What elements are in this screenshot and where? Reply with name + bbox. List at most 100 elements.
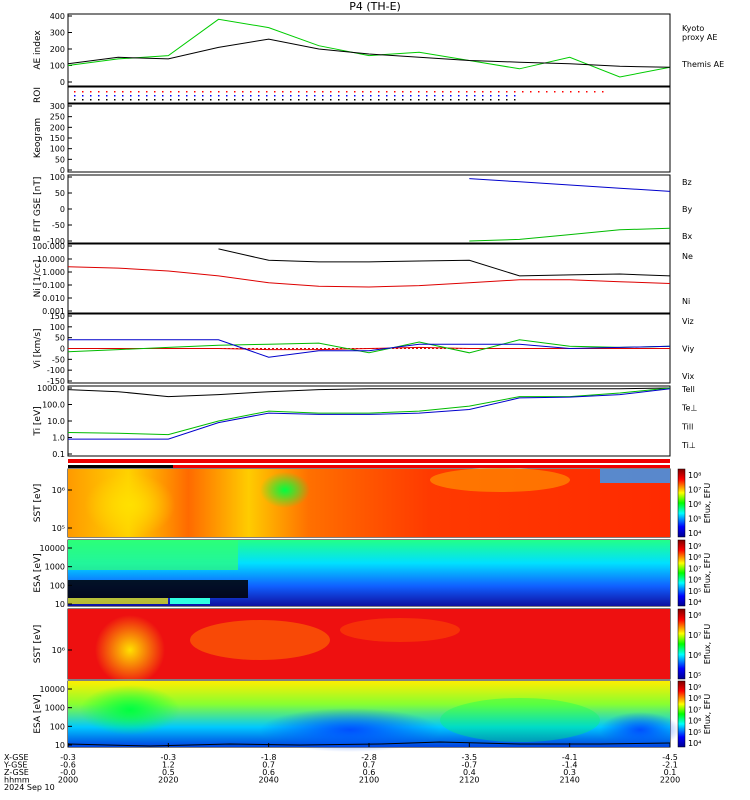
roi-dot: [194, 91, 196, 93]
roi-dot: [210, 99, 212, 101]
x-row-value: 0.3: [563, 768, 576, 777]
x-row-value: 0.5: [162, 768, 175, 777]
colorbar-tick-label: 10⁴: [688, 598, 701, 607]
x-axis: X-GSE -0.3 -0.3 -1.8 -2.8 -3.5 -4.1 -4.5 Y-GSE -0…: [3, 743, 680, 792]
roi-dot: [426, 91, 428, 93]
roi-dot: [402, 91, 404, 93]
b-series-bx: [469, 178, 671, 192]
spec4-ylabel: ESA [eV]: [33, 694, 43, 733]
roi-dot: [362, 95, 364, 97]
roi-dot: [450, 99, 452, 101]
spectrogram-sst-1: [68, 468, 670, 537]
x-row-value: 0.7: [262, 761, 275, 770]
roi-dot: [426, 95, 428, 97]
x-row-value: 0.7: [363, 761, 376, 770]
roi-dot: [290, 91, 292, 93]
spec2-tick-label: 10: [55, 600, 65, 609]
roi-dot: [306, 95, 308, 97]
colorbar-tick-label: 10⁶: [688, 576, 701, 585]
v-legend-item: Viy: [682, 345, 695, 354]
roi-dot: [202, 95, 204, 97]
roi-dot: [458, 99, 460, 101]
x-row-value: -4.5: [662, 753, 678, 762]
roi-dot: [282, 95, 284, 97]
colorbar-tick-label: 10⁸: [688, 694, 701, 703]
roi-dot: [370, 91, 372, 93]
roi-dot: [306, 91, 308, 93]
colorbar-label: Eflux, EFU: [703, 694, 712, 735]
t-series-till: [67, 387, 671, 436]
roi-dot: [450, 95, 452, 97]
spec3-ylabel: SST [eV]: [33, 625, 43, 664]
spec4-tick-label: 100: [50, 722, 65, 731]
colorbar-tick-label: 10⁹: [688, 542, 701, 551]
x-row-value: 2020: [158, 776, 178, 785]
roi-dot: [226, 95, 228, 97]
roi-dot: [450, 91, 452, 93]
roi-dot: [354, 91, 356, 93]
v-tick-label: -50: [52, 355, 65, 364]
roi-dot: [322, 91, 324, 93]
roi-dot: [442, 91, 444, 93]
x-row-value: 2200: [660, 776, 680, 785]
b-legend-item: By: [682, 205, 692, 214]
n-tick-label: 10.000: [37, 255, 65, 264]
roi-dot: [466, 91, 468, 93]
roi-dot: [434, 99, 436, 101]
roi-dot: [410, 95, 412, 97]
roi-dot: [466, 95, 468, 97]
roi-dot: [434, 95, 436, 97]
roi-dot: [314, 95, 316, 97]
roi-dot: [506, 99, 508, 101]
keo-ylabel: Keogram: [33, 118, 43, 158]
t-tick-label: 1.0: [52, 434, 65, 443]
roi-dot: [474, 95, 476, 97]
x-row-value: 0.1: [664, 768, 677, 777]
roi-dot: [322, 99, 324, 101]
roi-dot: [122, 91, 124, 93]
roi-dot: [522, 91, 524, 93]
t-legend-item: Tell: [681, 385, 695, 394]
n-series-ne: [67, 266, 671, 288]
roi-dot: [394, 95, 396, 97]
b-tick-label: 0: [60, 205, 65, 214]
frame-roi: [67, 86, 671, 104]
roi-dot: [130, 91, 132, 93]
roi-dot: [162, 95, 164, 97]
x-row-value: -1.4: [562, 761, 578, 770]
roi-dot: [266, 95, 268, 97]
spec4-tick-label: 1000: [45, 704, 65, 713]
roi-dot: [138, 91, 140, 93]
x-row-value: -0.0: [60, 768, 76, 777]
b-tick-label: 50: [55, 189, 65, 198]
n-series-ni: [218, 248, 671, 277]
roi-dot: [570, 91, 572, 93]
x-row-value: -2.1: [662, 761, 678, 770]
ae-tick-label: 200: [50, 45, 65, 54]
roi-dot: [426, 99, 428, 101]
colorbar-tick-label: 10⁵: [688, 587, 701, 596]
roi-dot: [506, 95, 508, 97]
roi-dot: [218, 91, 220, 93]
frame-n: [67, 243, 671, 314]
n-tick-label: 0.001: [42, 307, 65, 316]
roi-dot: [314, 91, 316, 93]
roi-dot: [250, 95, 252, 97]
t-tick-label: 1000.0: [37, 384, 65, 393]
roi-dot: [242, 91, 244, 93]
roi-dot: [514, 91, 516, 93]
roi-dot: [490, 99, 492, 101]
x-row-value: 2120: [459, 776, 479, 785]
roi-dot: [370, 99, 372, 101]
roi-dot: [378, 91, 380, 93]
roi-dot: [114, 91, 116, 93]
ae-legend-themis: Themis AE: [681, 60, 724, 69]
roi-dot: [602, 91, 604, 93]
colorbar-tick-label: 10⁵: [688, 728, 701, 737]
roi-dot: [298, 95, 300, 97]
keo-tick-label: 250: [50, 113, 65, 122]
roi-dot: [346, 95, 348, 97]
ae-tick-label: 100: [50, 62, 65, 71]
